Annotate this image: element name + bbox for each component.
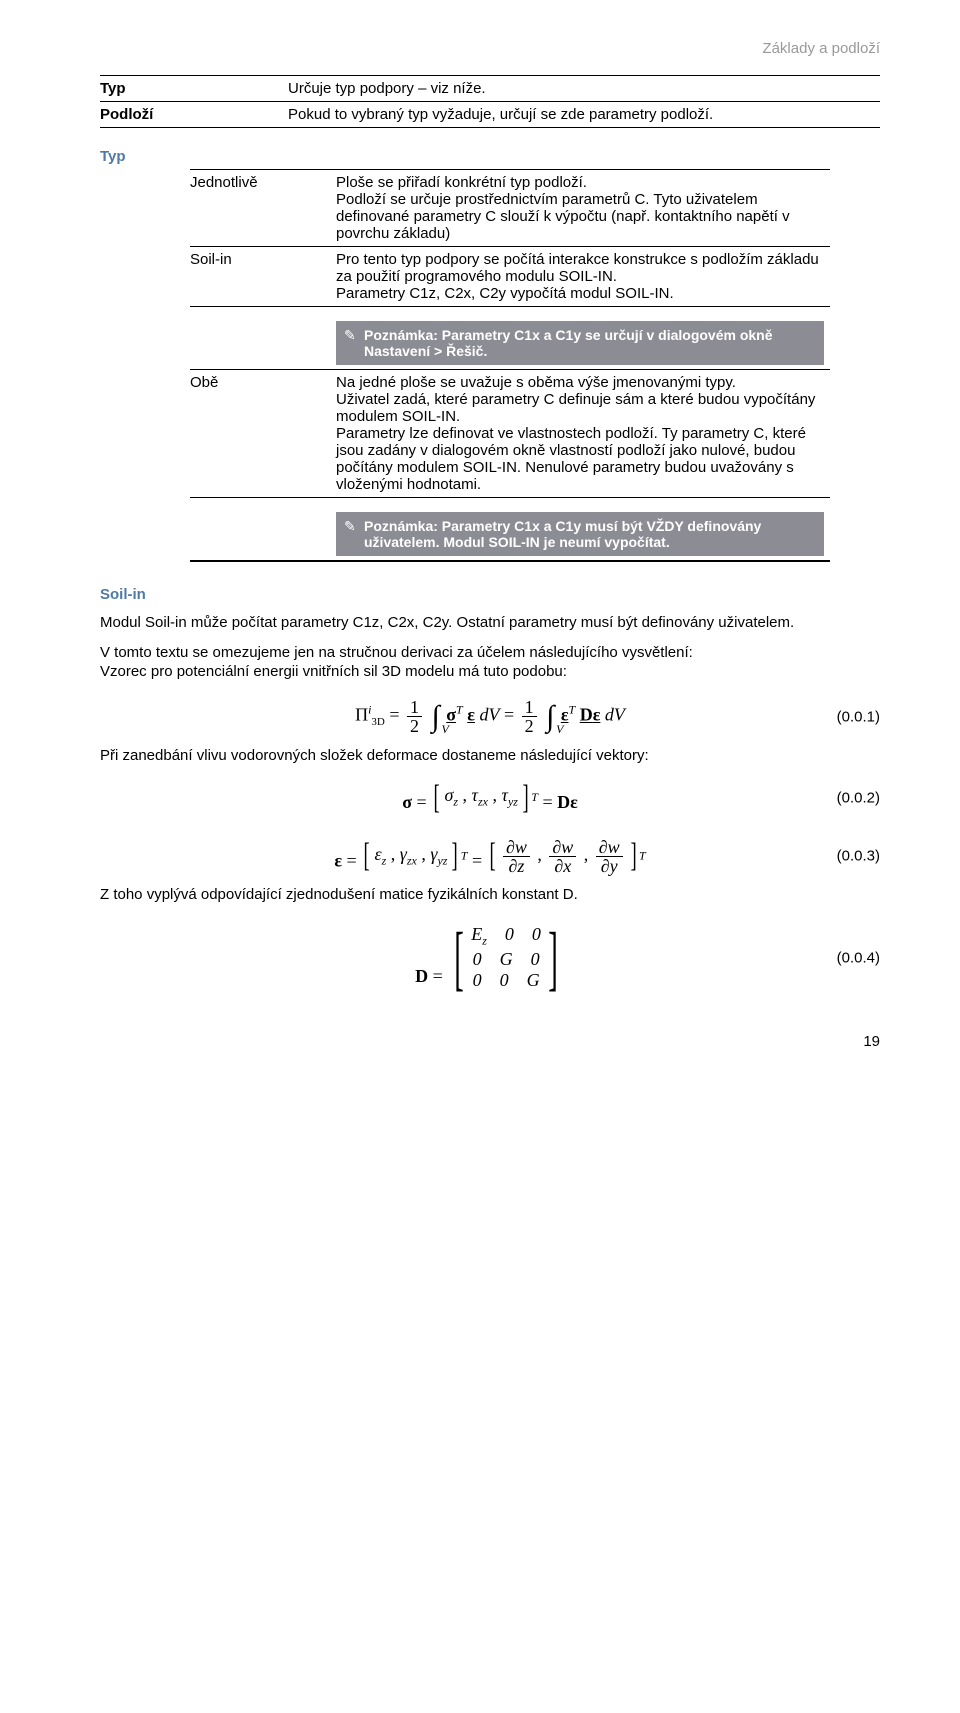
note-icon: ✎ [344,518,356,535]
table1-col2a: Určuje typ podpory – viz níže. [288,76,880,102]
eqnum-4: (0.0.4) [837,949,880,966]
note2-text: Poznámka: Parametry C1x a C1y musí být V… [364,518,761,550]
header-title: Základy a podloží [100,40,880,57]
note-box-1: ✎ Poznámka: Parametry C1x a C1y se určuj… [336,321,824,365]
definition-table-2: Jednotlivě Ploše se přiřadí konkrétní ty… [190,169,830,562]
note-icon: ✎ [344,327,356,344]
table1-col1b: Podloží [100,102,288,128]
note-box-2: ✎ Poznámka: Parametry C1x a C1y musí být… [336,512,824,556]
table2-row3-label: Obě [190,370,336,498]
soilin-para2: V tomto textu se omezujeme jen na stručn… [100,643,880,682]
page-number: 19 [100,1033,880,1050]
soilin-para4: Z toho vyplývá odpovídající zjednodušení… [100,885,880,905]
section-label-typ: Typ [100,148,880,165]
table2-row2-text: Pro tento typ podpory se počítá interakc… [336,247,830,307]
table2-row3-text: Na jedné ploše se uvažuje s oběma výše j… [336,370,830,498]
formula-2: σ = [ σz , τzx , τyz ] T = Dε (0.0.2) [100,773,880,823]
table1-col2b: Pokud to vybraný typ vyžaduje, určují se… [288,102,880,128]
eqnum-1: (0.0.1) [837,708,880,725]
soilin-para1: Modul Soil-in může počítat parametry C1z… [100,613,880,633]
note1-text: Poznámka: Parametry C1x a C1y se určují … [364,327,773,359]
formula-1: Πi3D = 12 ∫V σT ε dV = 12 ∫V εT Dε dV (0… [100,692,880,742]
definition-table-1: Typ Určuje typ podpory – viz níže. Podlo… [100,75,880,128]
table1-col1a: Typ [100,76,288,102]
table2-row1-label: Jednotlivě [190,170,336,247]
soilin-para3: Při zanedbání vlivu vodorovných složek d… [100,746,880,766]
table2-row1-text: Ploše se přiřadí konkrétní typ podloží. … [336,170,830,247]
formula-4: D = [ Ez00 0G0 00G ] (0.0.4) [100,913,880,1003]
section-label-soilin: Soil-in [100,586,880,603]
eqnum-2: (0.0.2) [837,790,880,807]
eqnum-3: (0.0.3) [837,848,880,865]
page: Základy a podloží Typ Určuje typ podpory… [0,0,960,1090]
formula-3: ε = [ εz , γzx , γyz ] T = [ ∂w∂z , ∂w∂x… [100,831,880,881]
table2-row2-label: Soil-in [190,247,336,307]
